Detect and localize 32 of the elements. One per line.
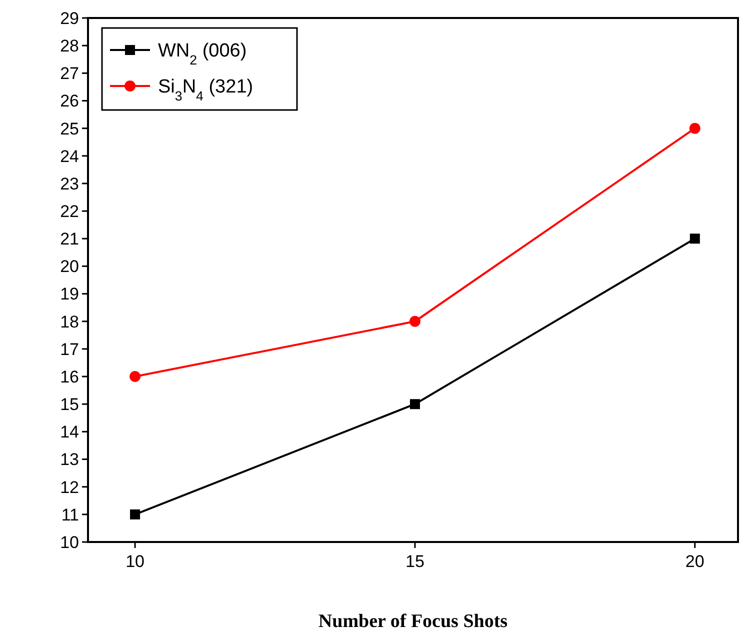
y-tick-label: 26: [60, 92, 79, 111]
point: [409, 316, 420, 327]
point: [130, 371, 141, 382]
y-tick-label: 10: [60, 532, 79, 552]
y-tick-label: 23: [60, 174, 79, 194]
y-tick-label: 29: [60, 8, 79, 28]
y-tick-label: 18: [60, 312, 79, 332]
y-tick-label: 25: [60, 119, 79, 138]
y-tick-label: 20: [60, 257, 79, 276]
point: [130, 509, 140, 520]
y-tick-label: 11: [61, 505, 79, 524]
x-tick-label: 20: [685, 552, 704, 571]
x-tick-label: 15: [406, 552, 424, 571]
point: [690, 234, 700, 244]
legend-label: Si$_{3}$N$_{4}$ (321): [158, 76, 254, 104]
y-tick-label: 19: [60, 284, 79, 304]
y-tick-label: 14: [60, 422, 79, 442]
point: [689, 122, 700, 134]
x-tick-label: 10: [126, 552, 144, 571]
y-tick-label: 21: [60, 230, 79, 249]
y-tick-label: 16: [60, 367, 79, 386]
y-tick-label: 17: [60, 340, 79, 359]
y-tick-label: 12: [60, 478, 79, 497]
y-tick-label: 15: [60, 395, 79, 414]
point: [410, 399, 420, 410]
x-axis-title: Number of Focus Shots: [318, 611, 508, 632]
y-tick-label: 24: [60, 146, 79, 166]
legend-label: WN$_{2}$ (006): [158, 40, 247, 68]
y-tick-label: 22: [60, 202, 79, 222]
y-tick-label: 28: [60, 36, 79, 56]
y-tick-label: 27: [60, 64, 79, 84]
y-tick-label: 13: [60, 450, 79, 470]
